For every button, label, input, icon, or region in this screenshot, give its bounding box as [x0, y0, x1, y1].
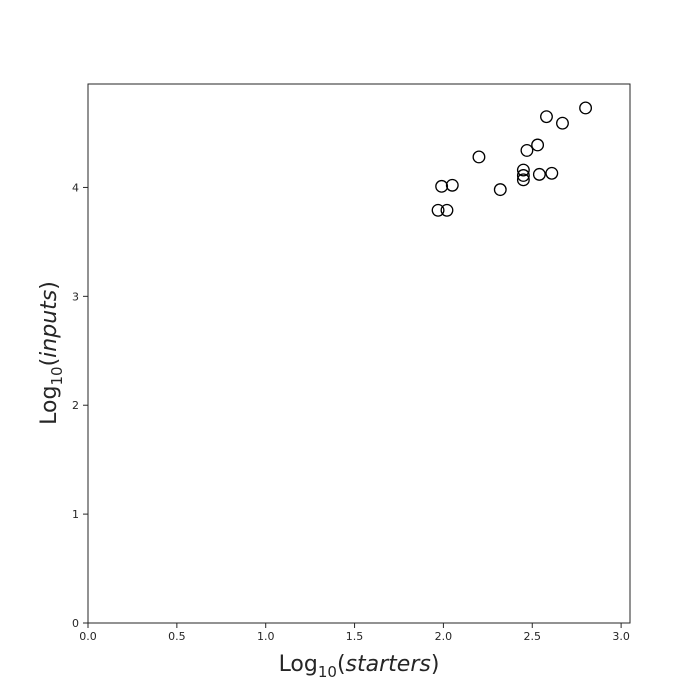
data-point: [532, 167, 546, 181]
y-axis-label: Log10(inputs): [37, 281, 66, 425]
y-tick-label: 4: [72, 181, 79, 194]
y-tick-label: 2: [72, 399, 79, 412]
data-point: [545, 166, 559, 180]
x-axis-label: Log10(starters): [279, 652, 440, 681]
data-point: [493, 183, 507, 197]
x-tick-label: 3.0: [612, 630, 630, 643]
x-tick-label: 1.5: [346, 630, 364, 643]
data-point: [431, 203, 445, 217]
x-tick-label: 2.5: [524, 630, 542, 643]
data-point: [435, 179, 449, 193]
data-point: [556, 116, 569, 130]
data-point: [472, 150, 486, 164]
y-tick-label: 3: [72, 290, 79, 303]
y-tick-label: 0: [72, 617, 79, 630]
data-point: [540, 110, 553, 124]
data-points: [431, 101, 593, 217]
data-point: [579, 101, 593, 115]
y-axis: 0 1 2 3 4: [72, 181, 88, 630]
x-axis: 0.0 0.5 1.0 1.5 2.0 2.5 3.0: [79, 623, 630, 643]
x-tick-label: 2.0: [435, 630, 453, 643]
x-tick-label: 0.0: [79, 630, 97, 643]
data-point: [516, 173, 530, 187]
data-point: [445, 178, 459, 192]
plot-frame: [87, 83, 631, 624]
data-point: [516, 163, 530, 177]
data-point: [531, 138, 545, 152]
x-tick-label: 1.0: [257, 630, 275, 643]
x-tick-label: 0.5: [168, 630, 186, 643]
data-point: [520, 143, 534, 157]
data-point: [516, 169, 530, 182]
data-point: [440, 203, 454, 217]
y-tick-label: 1: [72, 508, 79, 521]
